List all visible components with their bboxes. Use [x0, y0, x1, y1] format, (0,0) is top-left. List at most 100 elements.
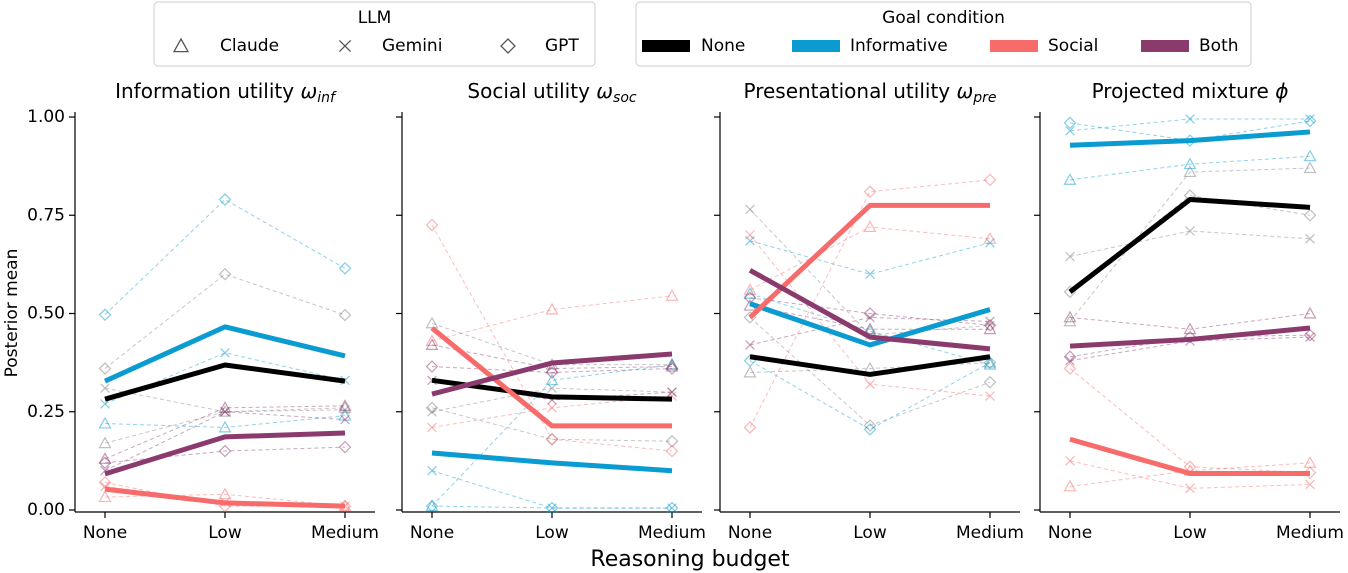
llm-marker: [218, 487, 232, 500]
llm-marker: [1185, 226, 1195, 236]
llm-marker: [1303, 161, 1317, 174]
title-subscript: pre: [972, 90, 996, 106]
llm-line: [431, 407, 673, 442]
legend-label: Both: [1199, 36, 1239, 56]
llm-marker: [1305, 332, 1315, 342]
llm-marker: [745, 340, 755, 350]
llm-marker: [983, 375, 997, 389]
legend-marker: [172, 37, 190, 53]
llm-marker: [218, 193, 232, 206]
llm-line: [1069, 118, 1310, 132]
llm-line: [104, 493, 346, 507]
llm-marker: [1063, 116, 1077, 130]
llm-marker: [545, 373, 559, 386]
llm-marker: [743, 421, 757, 434]
llm-marker: [545, 501, 559, 515]
goal-line: [1069, 129, 1311, 148]
llm-marker: [1303, 114, 1317, 128]
llm-line: [104, 198, 346, 316]
x-tick-label: None: [1048, 523, 1092, 543]
x-axis-label: Reasoning budget: [590, 547, 790, 572]
llm-marker: [665, 444, 679, 458]
legend-label: None: [701, 36, 745, 56]
llm-marker: [863, 185, 877, 199]
llm-line: [749, 179, 991, 428]
llm-line: [1069, 120, 1311, 142]
llm-marker: [98, 308, 112, 322]
goal-line: [431, 351, 673, 397]
x-tick-label: Low: [1173, 523, 1207, 543]
llm-marker: [1065, 456, 1075, 466]
legend-label: Social: [1048, 36, 1098, 56]
llm-marker: [98, 490, 112, 503]
y-tick-label: 0.50: [27, 304, 65, 324]
llm-line: [431, 470, 672, 509]
llm-marker: [863, 423, 877, 436]
llm-marker: [743, 365, 757, 378]
llm-marker: [665, 289, 679, 301]
llm-line: [749, 362, 991, 373]
llm-marker: [1183, 165, 1197, 178]
title-symbol: ϕ: [1275, 79, 1288, 103]
llm-marker: [425, 316, 439, 329]
goal-line: [748, 268, 991, 352]
llm-marker: [667, 387, 677, 397]
llm-marker: [98, 476, 112, 489]
y-tick-label: 0.25: [27, 402, 65, 422]
llm-marker: [865, 312, 875, 323]
title-text: Projected mixture: [1092, 79, 1269, 103]
llm-marker: [1063, 479, 1077, 492]
goal-line: [431, 450, 673, 474]
title-symbol: ω: [596, 79, 613, 103]
llm-marker: [545, 302, 559, 315]
llm-marker: [743, 287, 757, 299]
llm-marker: [1305, 234, 1315, 244]
llm-marker: [425, 338, 439, 350]
llm-marker: [983, 232, 997, 244]
legend-box: [635, 1, 1252, 67]
llm-marker: [425, 360, 439, 373]
llm-marker: [98, 456, 112, 470]
llm-line: [749, 297, 991, 326]
goal-line: [1069, 325, 1311, 349]
panel-title: Information utility ωinf: [115, 79, 337, 107]
llm-marker: [745, 230, 755, 240]
llm-marker: [338, 308, 352, 322]
llm-line: [431, 295, 673, 342]
llm-marker: [338, 440, 352, 454]
llm-marker: [1183, 322, 1197, 335]
llm-line: [1069, 167, 1311, 322]
llm-marker: [338, 261, 352, 275]
llm-marker: [425, 499, 439, 513]
llm-marker: [425, 401, 439, 415]
llm-marker: [98, 436, 112, 449]
goal-line: [1069, 436, 1310, 476]
panel-title: Social utility ωsoc: [467, 79, 637, 107]
llm-marker: [425, 218, 439, 232]
llm-marker: [98, 362, 112, 375]
llm-marker: [98, 416, 112, 429]
llm-line: [104, 407, 346, 444]
llm-marker: [863, 419, 877, 432]
title-symbol: ω: [300, 79, 317, 103]
llm-marker: [983, 318, 997, 332]
llm-marker: [1303, 456, 1317, 468]
llm-marker: [545, 361, 559, 374]
panel-title: Presentational utility ωpre: [743, 79, 996, 107]
llm-marker: [545, 366, 559, 379]
llm-marker: [983, 355, 997, 368]
llm-marker: [218, 420, 232, 433]
title-text: Presentational utility: [743, 79, 950, 103]
llm-line: [431, 366, 673, 373]
llm-line: [431, 344, 673, 370]
legend-label: Gemini: [382, 36, 442, 56]
llm-line: [1069, 195, 1311, 293]
llm-marker: [863, 307, 877, 320]
llm-line: [104, 446, 346, 464]
llm-line: [104, 273, 346, 369]
llm-line: [431, 224, 673, 452]
llm-marker: [427, 406, 437, 417]
x-tick-label: None: [83, 523, 127, 543]
llm-line: [104, 481, 345, 507]
llm-line: [1069, 155, 1311, 181]
